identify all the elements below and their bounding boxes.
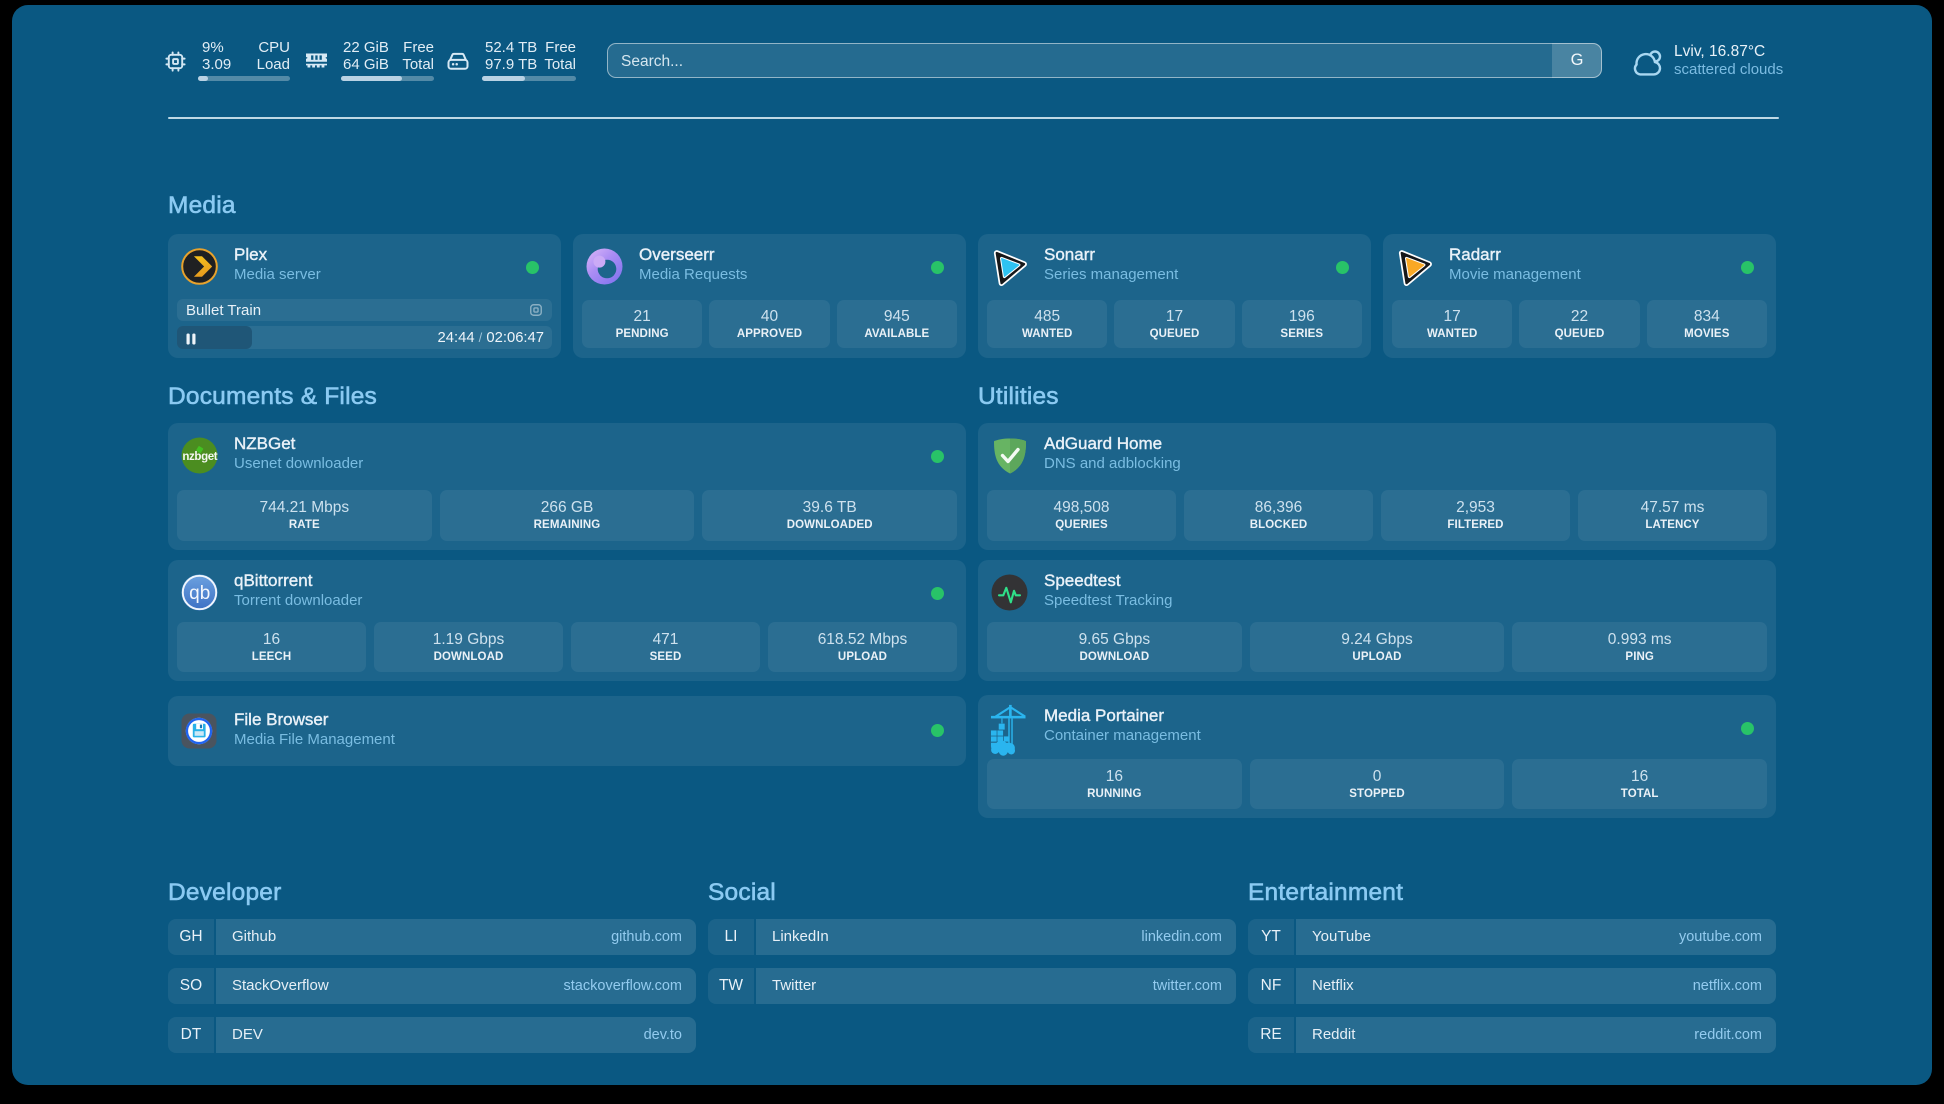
svg-text:qb: qb	[189, 583, 210, 604]
svg-text:nzbget: nzbget	[182, 450, 217, 463]
